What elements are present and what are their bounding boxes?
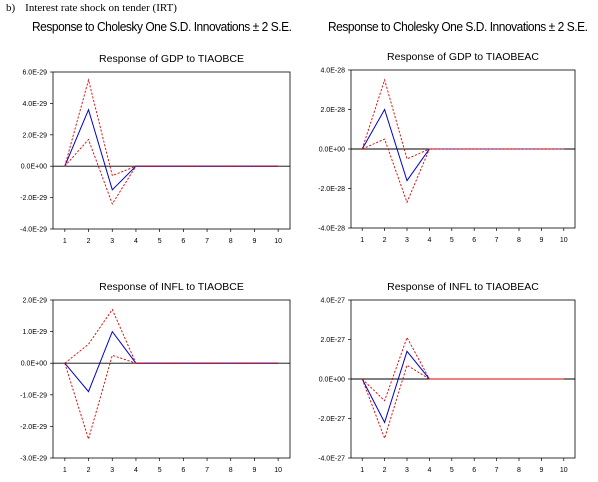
- x-tick-label: 7: [495, 237, 499, 244]
- chart-panel-infl-tiaobeac: Response of INFL to TIAOBEAC 4.0E-27 2.0E-…: [318, 281, 576, 474]
- x-tick-label: 8: [517, 237, 521, 244]
- y-tick-label: -2.0E-28: [318, 186, 345, 193]
- chart-panel-infl-tiaobce: Response of INFL to TIAOBCE 2.0E-29 1.0E-2…: [20, 281, 291, 474]
- x-tick-label: 5: [450, 237, 454, 244]
- x-tick-label: 5: [158, 467, 162, 474]
- x-tick-label: 6: [472, 237, 476, 244]
- x-tick-label: 8: [517, 467, 521, 474]
- x-tick-label: 10: [274, 238, 282, 245]
- x-tick-label: 10: [560, 237, 568, 244]
- x-tick-label: 9: [539, 467, 543, 474]
- x-tick-label: 6: [181, 467, 185, 474]
- x-tick-label: 6: [181, 238, 185, 245]
- chart-panel-gdp-tiaobce: Response of GDP to TIAOBCE 6.0E-29 4.0E-29…: [20, 53, 291, 245]
- y-tick-label: -4.0E-28: [318, 226, 345, 233]
- response-line: [64, 108, 279, 191]
- y-tick-label: 1.0E-29: [22, 329, 47, 336]
- y-tick-label: -2.0E-29: [20, 424, 47, 431]
- y-tick-label: 2.0E-29: [22, 298, 47, 305]
- confidence-band-lower: [64, 138, 279, 205]
- chart-panel-gdp-tiaobeac: Response of GDP to TIAOBEAC 4.0E-28 2.0E-2…: [318, 51, 576, 244]
- x-tick-label: 4: [427, 467, 431, 474]
- y-tick-label: -2.0E-29: [20, 195, 47, 202]
- x-tick-label: 5: [450, 467, 454, 474]
- x-tick-label: 3: [405, 467, 409, 474]
- caption-text: Interest rate shock on tender (IRT): [25, 2, 177, 14]
- x-tick-label: 4: [134, 467, 138, 474]
- confidence-band-upper: [361, 78, 564, 160]
- y-tick-label: 4.0E-28: [320, 68, 345, 75]
- caption-letter: b): [6, 2, 16, 14]
- response-line: [361, 350, 564, 424]
- x-tick-label: 4: [427, 237, 431, 244]
- y-tick-label: 0.0E+00: [21, 164, 47, 171]
- x-tick-label: 3: [405, 237, 409, 244]
- x-tick-label: 7: [205, 467, 209, 474]
- x-tick-label: 1: [360, 467, 364, 474]
- y-tick-label: 4.0E-29: [22, 101, 47, 108]
- confidence-band-upper: [64, 308, 279, 364]
- x-tick-label: 3: [110, 238, 114, 245]
- panel-title: Response of INFL to TIAOBEAC: [387, 281, 539, 293]
- x-tick-label: 9: [252, 238, 256, 245]
- y-tick-label: 6.0E-29: [22, 70, 47, 77]
- x-tick-label: 3: [110, 467, 114, 474]
- x-tick-label: 8: [229, 467, 233, 474]
- x-tick-label: 1: [63, 238, 67, 245]
- x-tick-label: 1: [63, 467, 67, 474]
- x-tick-label: 2: [383, 237, 387, 244]
- x-tick-label: 8: [229, 238, 233, 245]
- confidence-band-lower: [64, 354, 279, 441]
- y-tick-label: 2.0E-29: [22, 132, 47, 139]
- x-tick-label: 9: [539, 237, 543, 244]
- x-tick-label: 2: [87, 238, 91, 245]
- plot-frame: [52, 71, 291, 230]
- y-tick-label: -4.0E-29: [20, 227, 47, 234]
- x-tick-label: 2: [87, 467, 91, 474]
- x-tick-label: 7: [495, 467, 499, 474]
- response-line: [361, 108, 564, 182]
- x-tick-label: 7: [205, 238, 209, 245]
- y-tick-label: -4.0E-27: [318, 456, 345, 463]
- x-tick-label: 2: [383, 467, 387, 474]
- heading-right: Response to Cholesky One S.D. Innovation…: [328, 19, 588, 34]
- confidence-band-lower: [362, 138, 564, 204]
- panel-title: Response of INFL to TIAOBCE: [99, 281, 244, 293]
- confidence-band-upper: [361, 336, 564, 402]
- panel-title: Response of GDP to TIAOBEAC: [387, 51, 539, 63]
- x-tick-label: 5: [158, 238, 162, 245]
- y-tick-label: 0.0E+00: [319, 377, 345, 384]
- y-tick-label: 0.0E+00: [319, 147, 345, 154]
- x-tick-label: 9: [252, 467, 256, 474]
- plot-frame: [52, 299, 291, 459]
- y-tick-label: 2.0E-28: [320, 107, 345, 114]
- y-tick-label: -2.0E-27: [318, 416, 345, 423]
- y-tick-label: 0.0E+00: [21, 361, 47, 368]
- panel-title: Response of GDP to TIAOBCE: [99, 53, 244, 65]
- confidence-band-lower: [361, 364, 564, 440]
- x-tick-label: 1: [360, 237, 364, 244]
- x-tick-label: 10: [560, 467, 568, 474]
- x-tick-label: 10: [274, 467, 282, 474]
- x-tick-label: 6: [472, 467, 476, 474]
- y-tick-label: -1.0E-29: [20, 392, 47, 399]
- response-line: [64, 330, 279, 393]
- x-tick-label: 4: [134, 238, 138, 245]
- y-tick-label: 2.0E-27: [320, 337, 345, 344]
- y-tick-label: 4.0E-27: [320, 298, 345, 305]
- figure-caption: b) Interest rate shock on tender (IRT): [6, 2, 177, 14]
- heading-left: Response to Cholesky One S.D. Innovation…: [32, 19, 292, 34]
- y-tick-label: -3.0E-29: [20, 456, 47, 463]
